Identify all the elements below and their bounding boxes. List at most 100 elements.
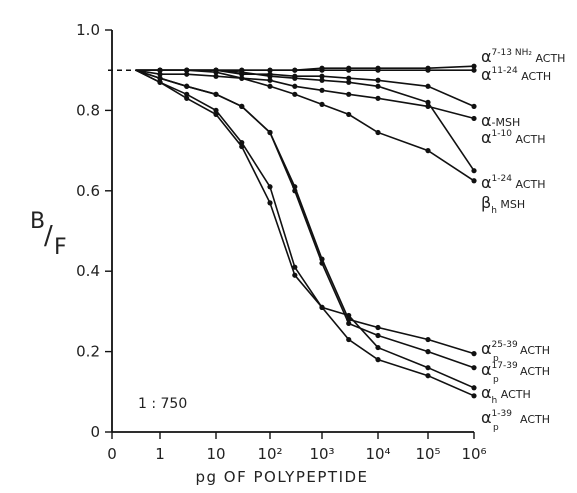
series-layer — [108, 63, 477, 399]
data-point — [292, 67, 298, 73]
data-point — [157, 79, 163, 85]
x-tick-label: 1 — [155, 445, 165, 463]
series-line — [135, 69, 475, 369]
data-point — [471, 385, 477, 391]
data-point — [375, 83, 381, 89]
data-point — [157, 67, 163, 73]
data-point — [425, 336, 431, 343]
data-point — [346, 91, 352, 97]
series-label: α25-39 pACTH — [481, 339, 550, 364]
data-point — [425, 365, 431, 371]
data-point — [375, 95, 381, 101]
data-point — [213, 73, 219, 79]
series-label: α-MSH — [481, 111, 520, 130]
data-point — [346, 111, 352, 118]
series-label: α1-10 ACTH — [481, 128, 545, 147]
series-label: α1-24 ACTH — [481, 173, 545, 192]
data-point — [471, 178, 477, 184]
data-point — [239, 143, 245, 150]
data-point — [471, 365, 477, 371]
x-tick-label: 10⁵ — [415, 445, 440, 463]
series-label: α7-13 NH₂ ACTH — [481, 47, 565, 66]
data-point — [292, 75, 298, 81]
series-label: αh ACTH — [481, 383, 531, 406]
data-point — [157, 71, 163, 77]
series-line — [135, 69, 475, 389]
data-point — [184, 95, 190, 101]
data-point — [184, 67, 190, 73]
x-ticks: 0 1 10 10² 10³ 10⁴ 10⁵ 10⁶ — [107, 432, 487, 463]
y-tick-label: 0.6 — [76, 182, 100, 200]
data-point — [375, 77, 381, 83]
series-line — [135, 69, 475, 120]
data-point — [157, 75, 163, 81]
x-tick-label: 0 — [107, 445, 117, 463]
series — [108, 69, 477, 391]
dilution-annotation: 1 : 750 — [138, 396, 187, 412]
data-point — [471, 63, 477, 69]
series-label: α17-39 pACTH — [481, 360, 550, 385]
data-point — [425, 373, 431, 379]
data-point — [425, 349, 431, 355]
data-point — [471, 351, 477, 357]
x-axis-title: pg OF POLYPEPTIDE — [195, 468, 368, 486]
data-point — [346, 79, 352, 85]
series-label: α1-39 pACTH — [481, 408, 550, 433]
data-point — [319, 260, 325, 266]
x-tick-label: 10⁴ — [365, 445, 390, 463]
data-point — [292, 83, 298, 89]
data-point — [267, 200, 273, 206]
y-axis-title: B / F — [30, 209, 67, 260]
data-point — [425, 148, 431, 154]
data-point — [292, 264, 298, 270]
data-point — [213, 111, 219, 118]
data-point — [267, 73, 273, 79]
y-axis-title-main: B — [30, 209, 45, 234]
data-point — [267, 184, 273, 190]
data-point — [267, 83, 273, 89]
data-point — [292, 272, 298, 278]
series-line — [135, 69, 475, 182]
data-point — [239, 103, 245, 109]
data-point — [239, 75, 245, 81]
y-tick-label: 0.8 — [76, 101, 100, 119]
data-point — [267, 67, 273, 73]
series-label: α11-24 ACTH — [481, 65, 551, 84]
y-tick-label: 1.0 — [76, 21, 100, 39]
data-point — [471, 168, 477, 174]
data-point — [213, 107, 219, 113]
data-point — [184, 83, 190, 89]
series-label: βh MSH — [481, 193, 525, 216]
data-point — [425, 67, 431, 73]
data-point — [346, 320, 352, 327]
data-point — [346, 75, 352, 81]
data-point — [319, 77, 325, 83]
series — [108, 69, 477, 399]
data-point — [292, 188, 298, 194]
data-point — [375, 357, 381, 363]
data-point — [319, 87, 325, 93]
y-axis-title-sub: F — [54, 235, 67, 260]
x-tick-label: 10³ — [309, 445, 334, 463]
data-point — [375, 324, 381, 331]
data-point — [471, 393, 477, 399]
y-axis-title-slash: / — [44, 221, 53, 251]
data-point — [471, 67, 477, 73]
y-tick-label: 0 — [90, 423, 100, 441]
data-point — [375, 332, 381, 339]
data-point — [184, 91, 190, 97]
data-point — [319, 67, 325, 73]
data-point — [267, 129, 273, 136]
data-point — [319, 304, 325, 310]
data-point — [471, 115, 477, 122]
data-point — [267, 77, 273, 83]
data-point — [319, 73, 325, 79]
data-point — [346, 312, 352, 319]
data-point — [425, 99, 431, 105]
data-point — [471, 103, 477, 109]
series — [108, 67, 477, 184]
data-point — [425, 83, 431, 89]
series — [108, 69, 477, 371]
